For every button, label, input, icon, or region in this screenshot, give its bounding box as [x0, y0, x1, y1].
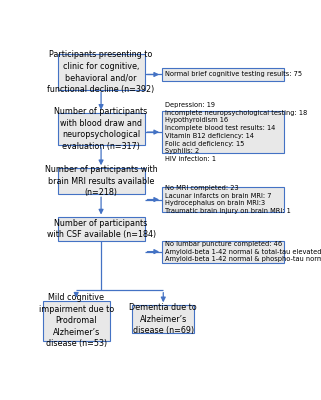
- Text: No MRI completed: 23
Lacunar infarcts on brain MRI: 7
Hydrocephalus on brain MRI: No MRI completed: 23 Lacunar infarcts on…: [165, 185, 291, 214]
- Text: Number of participants
with CSF available (n=184): Number of participants with CSF availabl…: [47, 219, 156, 239]
- Text: Participants presenting to
clinic for cognitive,
behavioral and/or
functional de: Participants presenting to clinic for co…: [48, 50, 155, 94]
- Text: Dementia due to
Alzheimer’s
disease (n=69): Dementia due to Alzheimer’s disease (n=6…: [129, 303, 197, 335]
- Text: Depression: 19
Incomplete neuropsychological testing: 18
Hypothyroidism 16
Incom: Depression: 19 Incomplete neuropsycholog…: [165, 102, 307, 162]
- FancyBboxPatch shape: [162, 240, 284, 263]
- FancyBboxPatch shape: [43, 300, 110, 341]
- FancyBboxPatch shape: [57, 113, 144, 145]
- FancyBboxPatch shape: [57, 218, 144, 240]
- FancyBboxPatch shape: [132, 305, 195, 333]
- FancyBboxPatch shape: [57, 168, 144, 194]
- Text: Number of participants
with blood draw and
neuropsychological
evaluation (n=317): Number of participants with blood draw a…: [55, 107, 148, 150]
- Text: Normal brief cognitive testing results: 75: Normal brief cognitive testing results: …: [165, 72, 302, 78]
- Text: No lumbar puncture completed: 46
Amyloid-beta 1-42 normal & total-tau elevated: : No lumbar puncture completed: 46 Amyloid…: [165, 241, 321, 262]
- FancyBboxPatch shape: [162, 111, 284, 153]
- Text: Number of participants with
brain MRI results available
(n=218): Number of participants with brain MRI re…: [45, 165, 157, 197]
- FancyBboxPatch shape: [162, 187, 284, 212]
- Text: Mild cognitive
impairment due to
Prodromal
Alzheimer’s
disease (n=53): Mild cognitive impairment due to Prodrom…: [39, 293, 114, 348]
- FancyBboxPatch shape: [57, 54, 144, 90]
- FancyBboxPatch shape: [162, 68, 284, 81]
